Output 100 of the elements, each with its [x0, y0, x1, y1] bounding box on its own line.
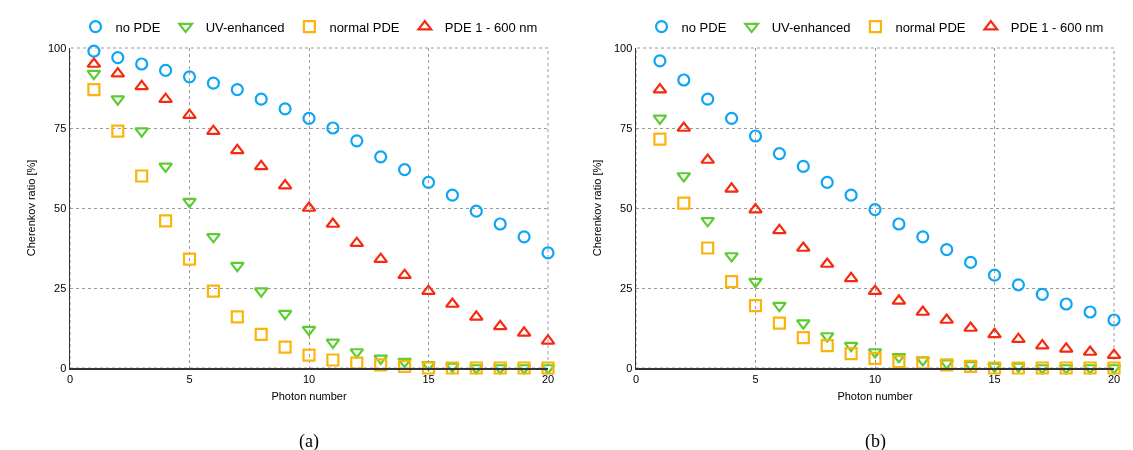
legend-label: UV-enhanced: [771, 19, 851, 35]
point: [748, 299, 763, 313]
point: [254, 92, 268, 106]
point: [278, 340, 292, 354]
point: [1107, 313, 1121, 327]
point: [301, 325, 317, 337]
y-tick-label: 25: [54, 281, 67, 294]
y-tick-label: 50: [54, 201, 67, 214]
point: [492, 319, 508, 331]
point: [230, 310, 244, 324]
point: [87, 44, 101, 58]
point: [820, 175, 834, 189]
point: [111, 51, 125, 65]
legend-label: UV-enhanced: [205, 19, 285, 35]
point: [844, 188, 858, 202]
point: [134, 79, 150, 91]
point: [397, 357, 413, 369]
x-tick-label: 5: [186, 372, 193, 385]
point: [158, 92, 174, 104]
point: [1083, 305, 1097, 319]
x-tick-label: 15: [422, 372, 435, 385]
point: [677, 73, 691, 87]
point: [701, 92, 715, 106]
point: [771, 301, 787, 313]
point: [230, 83, 244, 97]
x-axis-title: Photon number: [837, 389, 913, 402]
point: [350, 356, 364, 370]
point: [1035, 287, 1049, 301]
x-tick-label: 20: [541, 372, 555, 385]
legend-label: no PDE: [115, 19, 161, 35]
point: [891, 352, 907, 364]
x-tick-label: 20: [1107, 372, 1121, 385]
point: [326, 121, 340, 135]
y-tick-label: 50: [620, 201, 633, 214]
point: [302, 111, 316, 125]
point: [964, 255, 978, 269]
x-tick-label: 5: [752, 372, 759, 385]
point: [229, 143, 245, 155]
point: [398, 163, 412, 177]
point: [1059, 297, 1073, 311]
point: [421, 175, 436, 189]
point: [397, 268, 413, 280]
legend-label: normal PDE: [329, 19, 400, 35]
point: [772, 147, 786, 161]
point: [868, 351, 882, 365]
point: [302, 348, 316, 362]
point: [374, 358, 388, 372]
y-tick-label: 0: [60, 361, 67, 374]
point: [445, 188, 459, 202]
point: [493, 217, 507, 231]
x-tick-label: 15: [988, 372, 1001, 385]
point: [277, 309, 293, 321]
y-tick-label: 75: [54, 121, 67, 134]
point: [254, 327, 268, 341]
point: [772, 316, 786, 330]
point: [398, 359, 412, 373]
point: [87, 83, 101, 97]
y-axis-title: Cherenkov ratio [%]: [24, 159, 37, 257]
point: [653, 132, 667, 146]
point: [229, 261, 245, 273]
text: (a): [299, 431, 319, 450]
point: [843, 271, 859, 283]
point: [1011, 278, 1025, 292]
point: [135, 57, 149, 71]
point: [701, 241, 715, 255]
point: [182, 197, 197, 209]
legend-label: PDE 1 - 600 nm: [1010, 19, 1104, 35]
point: [182, 108, 197, 120]
point: [421, 284, 436, 296]
point: [771, 223, 787, 235]
point: [843, 341, 859, 353]
point: [653, 54, 667, 68]
legend-label: normal PDE: [895, 19, 966, 35]
point: [111, 124, 125, 138]
point: [135, 169, 149, 183]
y-tick-label: 75: [620, 121, 633, 134]
point: [700, 216, 716, 228]
point: [86, 69, 102, 81]
point: [349, 236, 365, 248]
point: [541, 246, 555, 260]
point: [517, 230, 531, 244]
point: [206, 76, 220, 90]
point: [206, 284, 220, 298]
point: [350, 134, 364, 148]
point: [916, 230, 930, 244]
point: [159, 214, 173, 228]
point: [940, 243, 954, 257]
point: [159, 63, 173, 77]
legend-label: PDE 1 - 600 nm: [444, 19, 538, 35]
point: [844, 347, 858, 361]
y-tick-label: 25: [620, 281, 633, 294]
point: [892, 217, 906, 231]
point: [892, 355, 906, 369]
point: [748, 277, 763, 289]
point: [469, 204, 483, 218]
point: [374, 150, 388, 164]
point: [987, 268, 1002, 282]
point: [182, 70, 197, 84]
point: [796, 159, 810, 173]
y-tick-label: 100: [613, 41, 633, 54]
